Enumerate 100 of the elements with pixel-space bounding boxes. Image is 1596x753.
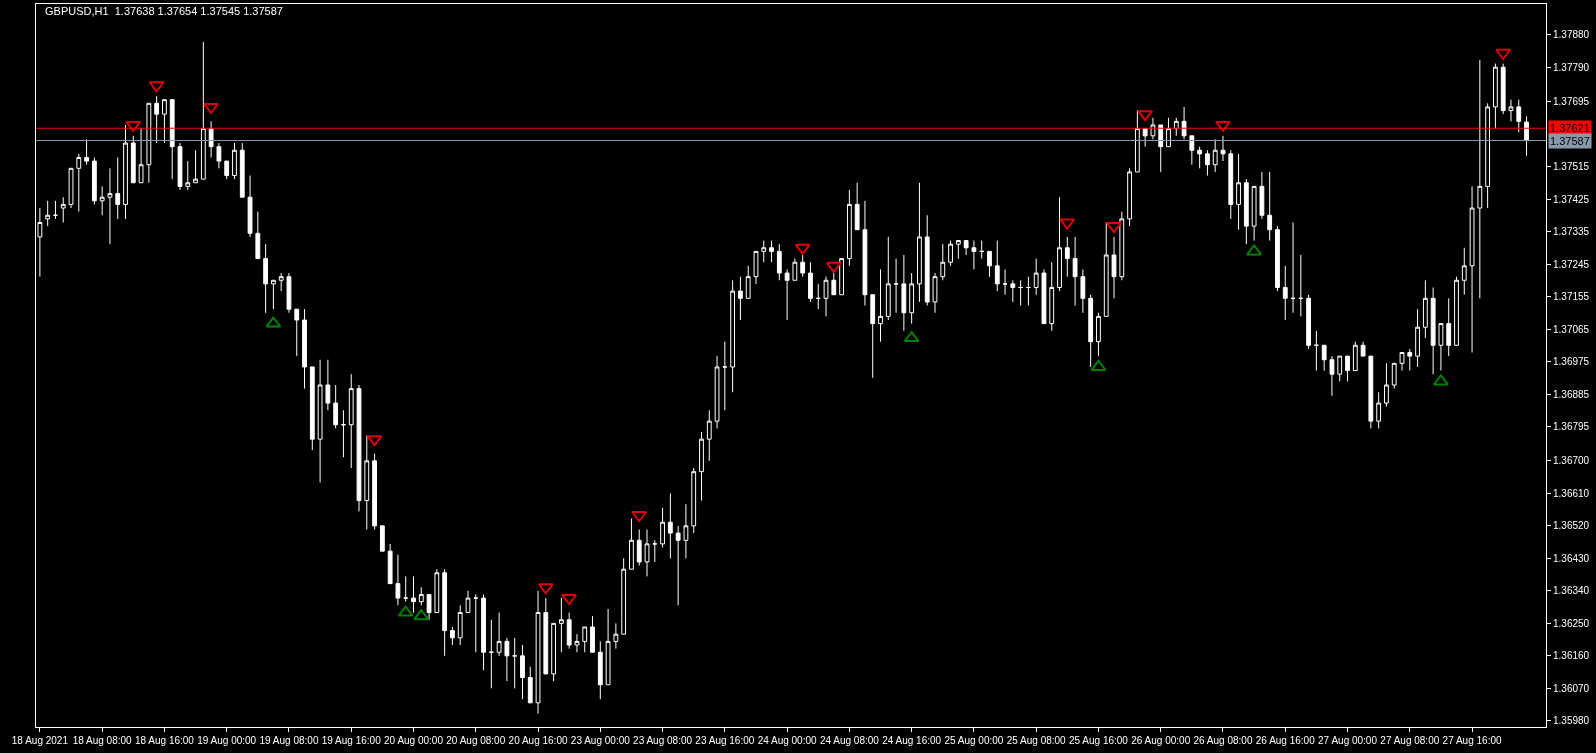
candlestick	[325, 359, 331, 411]
y-tick-label: 1.37425	[1553, 193, 1590, 205]
candlestick	[1493, 63, 1498, 130]
candlestick	[706, 409, 712, 462]
candlestick	[792, 258, 798, 281]
x-tick-label: 26 Aug 08:00	[1193, 735, 1253, 746]
x-tick-label: 23 Aug 00:00	[570, 735, 631, 746]
candlestick	[590, 615, 595, 653]
candlestick	[745, 265, 751, 299]
candlestick	[387, 543, 393, 585]
candlestick	[1096, 312, 1101, 357]
candlestick	[808, 261, 813, 303]
ref-line-label: 1.37587	[1550, 135, 1590, 147]
candlestick	[1189, 135, 1195, 166]
candlestick	[512, 637, 518, 689]
y-tick-label: 1.36795	[1553, 421, 1590, 433]
candlestick	[979, 240, 985, 260]
candlestick	[738, 276, 743, 321]
candlestick	[1337, 355, 1343, 382]
candlestick	[582, 626, 588, 653]
candlestick	[566, 612, 572, 650]
candlestick	[753, 250, 759, 285]
x-tick-label: 18 Aug 2021	[11, 735, 69, 746]
candlestick	[987, 250, 992, 278]
candlestick	[395, 554, 401, 606]
candlestick	[45, 200, 51, 227]
candlestick	[1205, 149, 1210, 177]
y-tick-label: 1.36250	[1553, 617, 1590, 629]
x-tick-label: 26 Aug 00:00	[1131, 735, 1191, 746]
candlestick	[286, 272, 292, 314]
candlestick	[1454, 276, 1459, 346]
y-tick-label: 1.36520	[1553, 520, 1590, 532]
candlestick	[1500, 63, 1506, 115]
candlestick	[1399, 352, 1405, 372]
candlestick	[636, 528, 642, 567]
candlestick	[1033, 258, 1039, 296]
x-tick-label: 19 Aug 00:00	[197, 735, 257, 746]
candlestick	[1368, 355, 1374, 429]
candlestick	[520, 644, 525, 700]
point	[1215, 120, 1231, 132]
candlestick	[450, 626, 455, 646]
x-tick-label: 26 Aug 16:00	[1255, 735, 1316, 746]
candlestick	[341, 409, 346, 458]
candlestick	[878, 268, 883, 343]
candlestick	[239, 142, 245, 198]
candlestick	[924, 214, 930, 307]
y-tick-label: 1.35980	[1553, 715, 1590, 727]
candlestick	[1197, 146, 1203, 169]
candlestick	[1516, 99, 1522, 133]
point	[148, 81, 165, 93]
y-tick-label: 1.37335	[1553, 226, 1590, 238]
candlestick	[1461, 247, 1467, 296]
candlestick	[1329, 355, 1335, 397]
y-tick-label: 1.37695	[1553, 96, 1590, 108]
candlestick	[1134, 110, 1140, 173]
candlestick	[963, 240, 969, 256]
candlestick	[426, 593, 432, 621]
candlestick	[1267, 171, 1273, 242]
chart-title: GBPUSD,H1 1.37638 1.37654 1.37545 1.37587	[45, 5, 283, 18]
candlestick	[1384, 362, 1389, 408]
x-tick-label: 24 Aug 08:00	[819, 735, 880, 746]
candlestick	[1306, 294, 1312, 350]
candlestick	[1313, 330, 1319, 372]
y-tick-label: 1.37155	[1553, 291, 1590, 303]
candlestick	[1158, 124, 1164, 173]
candlestick	[138, 128, 144, 184]
y-tick-label: 1.36610	[1553, 487, 1590, 499]
x-tick-label: 24 Aug 00:00	[757, 735, 818, 746]
x-tick-label: 25 Aug 08:00	[1006, 735, 1067, 746]
candlestick	[1057, 196, 1062, 292]
candlestick	[224, 160, 230, 180]
candlestick	[551, 622, 557, 682]
candlestick	[1080, 268, 1086, 314]
x-tick-label: 25 Aug 00:00	[944, 735, 1004, 746]
candlestick	[434, 568, 440, 614]
candlestick	[940, 243, 946, 281]
candlestick	[1321, 344, 1327, 372]
candlestick	[1415, 308, 1420, 368]
y-tick-label: 1.37790	[1553, 61, 1590, 73]
candlestick	[185, 160, 191, 191]
candlestick	[154, 95, 160, 144]
ref-line-label: 1.37621	[1550, 122, 1590, 134]
candlestick	[1049, 261, 1055, 332]
candlestick	[675, 525, 681, 606]
x-tick-label: 25 Aug 16:00	[1068, 735, 1129, 746]
candlestick	[1127, 167, 1132, 227]
candlestick	[1407, 348, 1413, 372]
candlestick	[1111, 236, 1117, 299]
candlestick	[1010, 279, 1016, 303]
x-tick-label: 20 Aug 16:00	[508, 735, 568, 746]
x-tick-label: 18 Aug 08:00	[72, 735, 133, 746]
candlestick	[278, 272, 284, 292]
candlestick	[1360, 341, 1366, 357]
candlestick	[333, 384, 339, 429]
point	[631, 511, 648, 523]
candlestick	[84, 138, 89, 166]
candlestick	[761, 240, 767, 263]
candlestick	[247, 175, 253, 238]
candlestick	[1236, 153, 1241, 231]
candlestick	[107, 167, 113, 245]
